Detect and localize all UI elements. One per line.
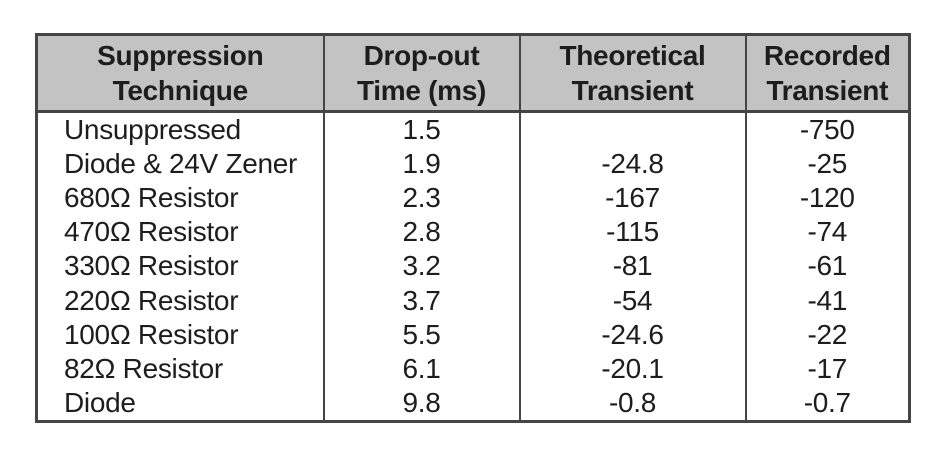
- cell-dropout: 5.5: [322, 317, 521, 352]
- cell-theoretical: -54: [518, 283, 747, 318]
- cell-recorded: -750: [744, 111, 911, 148]
- table-row: Unsuppressed 1.5 -750: [35, 111, 911, 148]
- cell-technique: 470Ω Resistor: [35, 215, 325, 250]
- cell-recorded: -25: [744, 147, 911, 182]
- cell-theoretical: -20.1: [518, 351, 747, 386]
- cell-technique: 100Ω Resistor: [35, 317, 325, 352]
- table-row: Diode 9.8 -0.8 -0.7: [35, 385, 911, 422]
- cell-recorded: -41: [744, 283, 911, 318]
- cell-recorded: -17: [744, 351, 911, 386]
- cell-recorded: -0.7: [744, 385, 911, 422]
- cell-dropout: 2.8: [322, 215, 521, 250]
- cell-theoretical: [518, 111, 747, 148]
- cell-recorded: -120: [744, 181, 911, 216]
- table-row: 330Ω Resistor 3.2 -81 -61: [35, 249, 911, 284]
- cell-dropout: 1.5: [322, 111, 521, 148]
- header-label-line: Time (ms): [356, 75, 487, 106]
- cell-theoretical: -167: [518, 181, 747, 216]
- cell-technique: Diode & 24V Zener: [35, 147, 325, 182]
- cell-dropout: 2.3: [322, 181, 521, 216]
- header-label-line: Transient: [766, 75, 889, 106]
- cell-dropout: 3.2: [322, 249, 521, 284]
- header-label-line: Theoretical: [559, 40, 706, 71]
- cell-recorded: -74: [744, 215, 911, 250]
- cell-recorded: -61: [744, 249, 911, 284]
- cell-recorded: -22: [744, 317, 911, 352]
- cell-technique: 680Ω Resistor: [35, 181, 325, 216]
- col-header-dropout-time: Drop-out Time (ms): [322, 33, 521, 113]
- table-body: Unsuppressed 1.5 -750 Diode & 24V Zener …: [35, 111, 911, 422]
- suppression-technique-table: Suppression Technique Drop-out Time (ms)…: [35, 33, 911, 423]
- cell-dropout: 3.7: [322, 283, 521, 318]
- header-label-line: Suppression: [97, 40, 264, 71]
- col-header-theoretical-transient: Theoretical Transient: [518, 33, 747, 113]
- header-label-line: Drop-out: [363, 40, 480, 71]
- cell-technique: 82Ω Resistor: [35, 351, 325, 386]
- cell-theoretical: -115: [518, 215, 747, 250]
- table-header: Suppression Technique Drop-out Time (ms)…: [35, 33, 911, 113]
- cell-dropout: 6.1: [322, 351, 521, 386]
- table-row: 100Ω Resistor 5.5 -24.6 -22: [35, 317, 911, 352]
- cell-dropout: 1.9: [322, 147, 521, 182]
- col-header-recorded-transient: Recorded Transient: [744, 33, 911, 113]
- table-row: Diode & 24V Zener 1.9 -24.8 -25: [35, 147, 911, 182]
- header-label-line: Technique: [112, 75, 249, 106]
- cell-technique: 220Ω Resistor: [35, 283, 325, 318]
- cell-technique: Unsuppressed: [35, 111, 325, 148]
- cell-theoretical: -24.8: [518, 147, 747, 182]
- cell-dropout: 9.8: [322, 385, 521, 422]
- header-label-line: Transient: [571, 75, 694, 106]
- cell-theoretical: -81: [518, 249, 747, 284]
- table-row: 470Ω Resistor 2.8 -115 -74: [35, 215, 911, 250]
- table-row: 220Ω Resistor 3.7 -54 -41: [35, 283, 911, 318]
- cell-technique: Diode: [35, 385, 325, 422]
- cell-theoretical: -0.8: [518, 385, 747, 422]
- header-label-line: Recorded: [763, 40, 891, 71]
- cell-technique: 330Ω Resistor: [35, 249, 325, 284]
- cell-theoretical: -24.6: [518, 317, 747, 352]
- col-header-suppression-technique: Suppression Technique: [35, 33, 325, 113]
- header-row: Suppression Technique Drop-out Time (ms)…: [35, 33, 911, 113]
- table-row: 82Ω Resistor 6.1 -20.1 -17: [35, 351, 911, 386]
- table-row: 680Ω Resistor 2.3 -167 -120: [35, 181, 911, 216]
